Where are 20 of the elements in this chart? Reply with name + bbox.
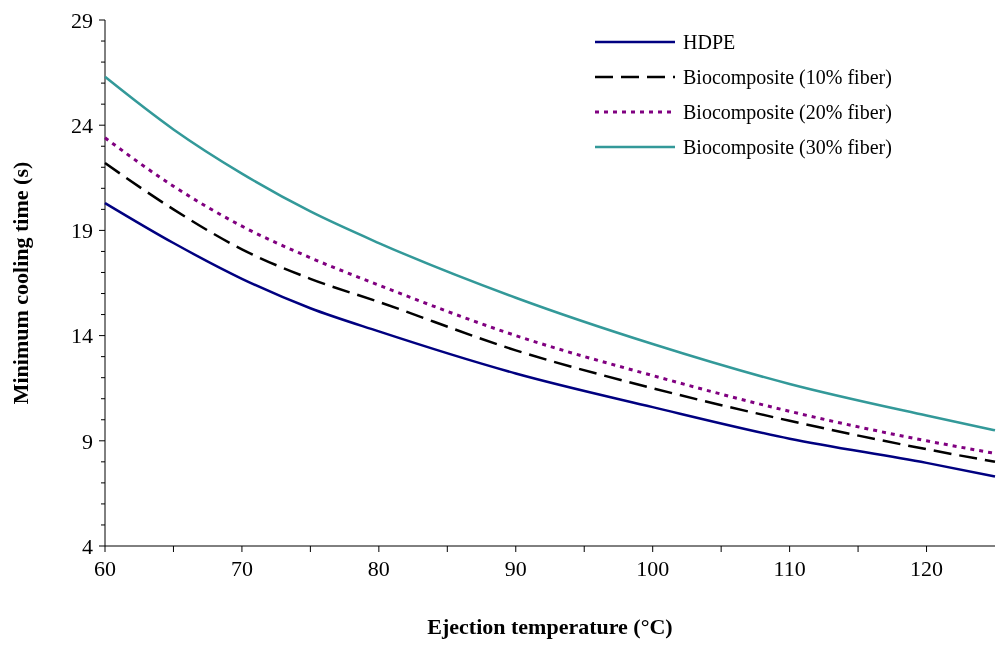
x-tick-label: 60 — [94, 556, 116, 581]
x-axis-title: Ejection temperature (°C) — [427, 614, 673, 639]
y-tick-label: 19 — [71, 218, 93, 244]
y-tick-label: 9 — [82, 428, 93, 454]
x-tick-label: 120 — [910, 556, 944, 581]
legend-label: HDPE — [683, 31, 736, 53]
legend-label: Biocomposite (20% fiber) — [683, 101, 892, 124]
y-tick-label: 14 — [71, 323, 93, 349]
legend-label: Biocomposite (10% fiber) — [683, 66, 892, 89]
x-tick-label: 70 — [230, 556, 253, 581]
legend-label: Biocomposite (30% fiber) — [683, 136, 892, 159]
y-axis-title: Minimum cooling time (s) — [8, 161, 33, 405]
y-tick-label: 24 — [71, 112, 93, 138]
x-tick-label: 100 — [636, 556, 670, 581]
y-tick-label: 4 — [82, 533, 93, 559]
x-tick-label: 90 — [504, 556, 527, 581]
y-tick-label: 29 — [71, 7, 93, 33]
x-tick-label: 80 — [367, 556, 390, 581]
x-tick-label: 110 — [773, 556, 806, 581]
line-series — [103, 201, 997, 478]
